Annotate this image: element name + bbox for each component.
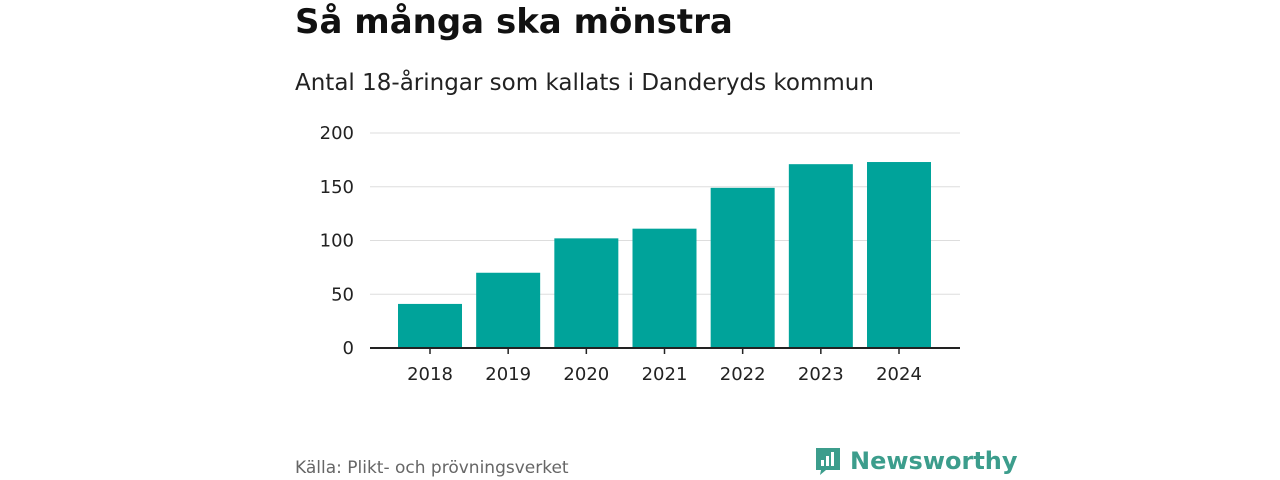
newsworthy-logo-icon <box>816 448 840 475</box>
bar-2020 <box>554 238 619 348</box>
x-tick-label: 2022 <box>720 364 766 385</box>
bar-2023 <box>788 164 853 348</box>
y-tick-label: 100 <box>320 231 354 252</box>
source-note: Källa: Plikt- och prövningsverket <box>295 458 569 478</box>
axes: 0 50 100 150 200 2018 2019 2020 2021 2022 2023 2024 <box>320 123 960 385</box>
bar-2018 <box>398 303 462 348</box>
bar-2021 <box>632 228 697 348</box>
y-tick-label: 0 <box>343 338 354 359</box>
chart-title: Så många ska mönstra <box>295 2 733 42</box>
bar-2024 <box>867 162 931 348</box>
y-tick-label: 50 <box>331 284 354 305</box>
bar-2022 <box>710 187 775 348</box>
x-tick-label: 2021 <box>642 364 688 385</box>
brand-logo: Newsworthy <box>814 446 1018 476</box>
brand-name: Newsworthy <box>850 447 1018 475</box>
chart-subtitle: Antal 18-åringar som kallats i Danderyds… <box>295 70 874 96</box>
x-tick-label: 2020 <box>563 364 609 385</box>
bars <box>398 162 931 348</box>
x-tick-label: 2018 <box>407 364 453 385</box>
x-tick-label: 2024 <box>876 364 922 385</box>
x-tick-label: 2019 <box>485 364 531 385</box>
y-tick-label: 200 <box>320 123 354 144</box>
bar-2019 <box>476 272 541 348</box>
x-tick-label: 2023 <box>798 364 844 385</box>
y-tick-label: 150 <box>320 177 354 198</box>
